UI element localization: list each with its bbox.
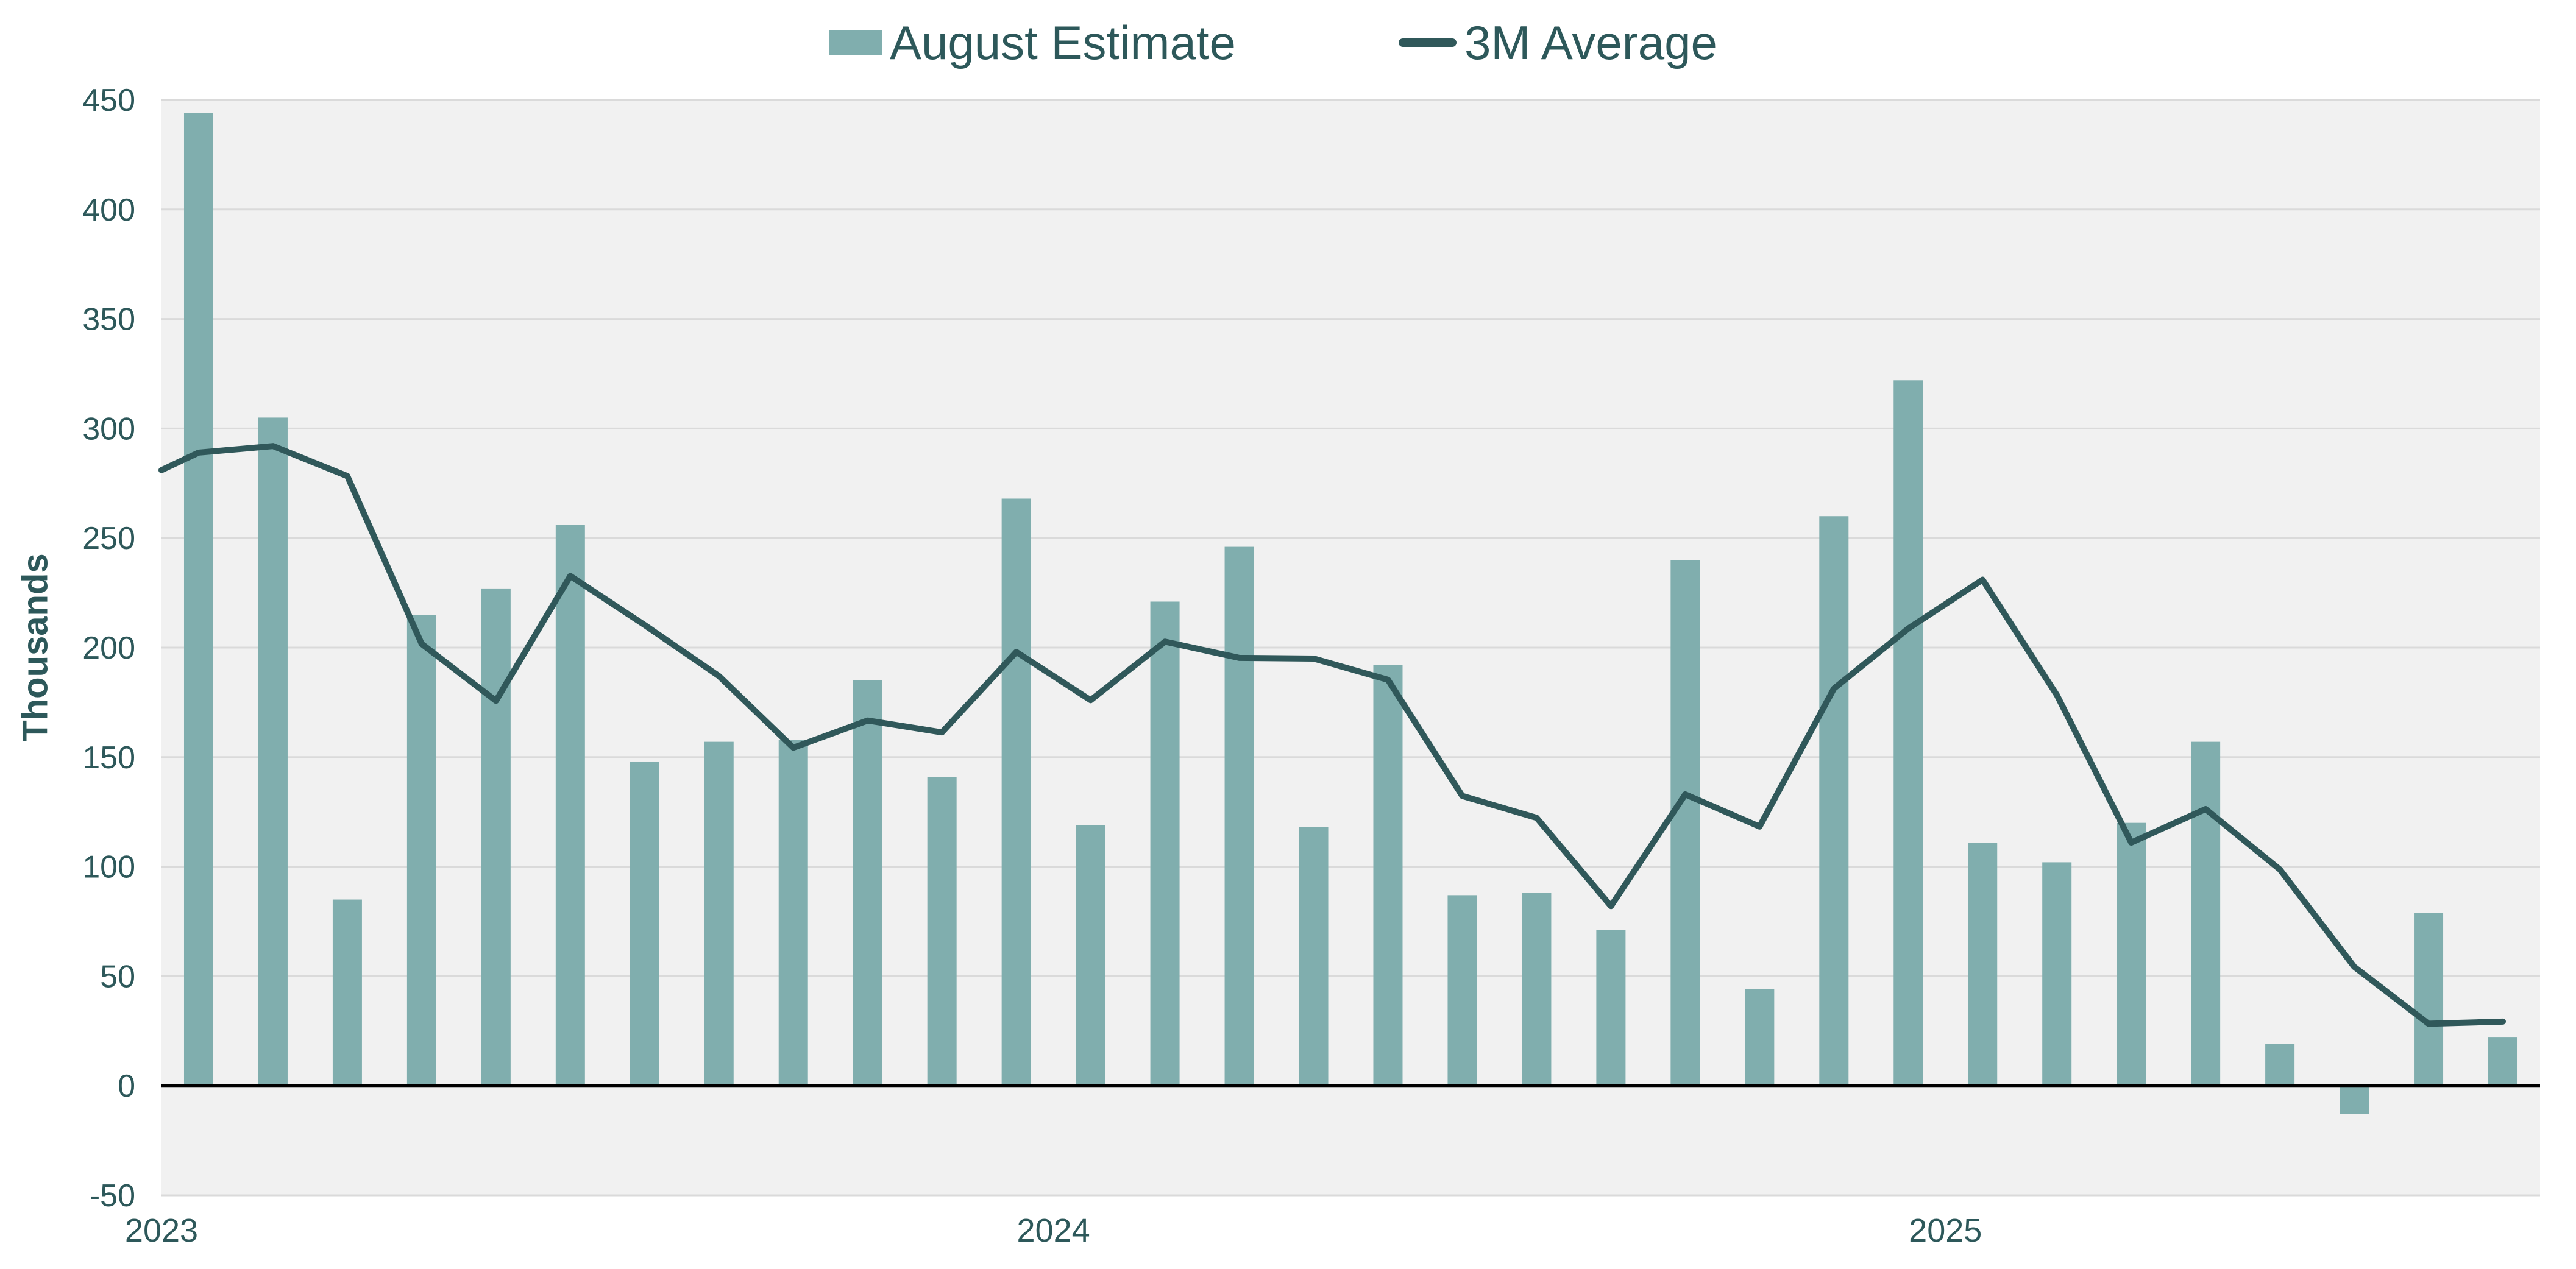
bar-month-10 [853, 680, 882, 1086]
x-axis-year-label-2024: 2024 [1017, 1212, 1090, 1249]
bar-month-9 [778, 740, 808, 1086]
bar-month-29 [2265, 1044, 2295, 1086]
y-tick-label-0: 0 [118, 1069, 135, 1104]
bar-month-13 [1076, 825, 1105, 1086]
bar-month-30 [2340, 1086, 2369, 1114]
y-tick-label-50: 50 [100, 959, 135, 994]
x-axis-year-label-2023: 2023 [125, 1212, 198, 1249]
bar-month-11 [927, 777, 957, 1086]
y-tick-label-450: 450 [82, 83, 135, 118]
y-tick-label-200: 200 [82, 631, 135, 666]
bar-month-24 [1893, 380, 1923, 1086]
bar-month-31 [2414, 913, 2444, 1086]
y-tick-label-100: 100 [82, 850, 135, 885]
bar-month-1 [183, 113, 213, 1086]
bar-month-19 [1522, 893, 1552, 1086]
y-tick-label-250: 250 [82, 521, 135, 556]
bar-month-12 [1001, 498, 1031, 1086]
x-axis-year-label-2025: 2025 [1909, 1212, 1982, 1249]
y-tick-label-150: 150 [82, 740, 135, 776]
line-3m-average [158, 443, 2507, 1027]
bar-month-23 [1819, 516, 1849, 1086]
bar-month-32 [2488, 1037, 2518, 1086]
bar-month-16 [1299, 827, 1329, 1086]
bar-month-2 [258, 417, 288, 1086]
bar-month-17 [1373, 665, 1403, 1086]
bar-month-21 [1670, 560, 1700, 1086]
bar-month-25 [1968, 843, 1998, 1086]
bar-month-7 [630, 761, 659, 1086]
bar-month-18 [1447, 895, 1477, 1086]
y-tick-label--50: -50 [90, 1178, 135, 1214]
y-tick-label-400: 400 [82, 193, 135, 228]
bar-month-15 [1224, 546, 1254, 1086]
bar-month-4 [406, 615, 436, 1086]
bar-month-22 [1745, 989, 1775, 1086]
bar-month-3 [332, 899, 362, 1086]
bar-month-6 [555, 525, 585, 1086]
y-tick-label-300: 300 [82, 411, 135, 447]
bar-month-28 [2191, 741, 2221, 1086]
bar-month-27 [2117, 822, 2146, 1086]
y-tick-label-350: 350 [82, 302, 135, 338]
bar-month-5 [481, 588, 511, 1086]
bar-month-26 [2042, 862, 2072, 1086]
bar-month-8 [704, 741, 734, 1086]
bar-month-14 [1150, 601, 1180, 1086]
bar-month-20 [1596, 930, 1626, 1086]
